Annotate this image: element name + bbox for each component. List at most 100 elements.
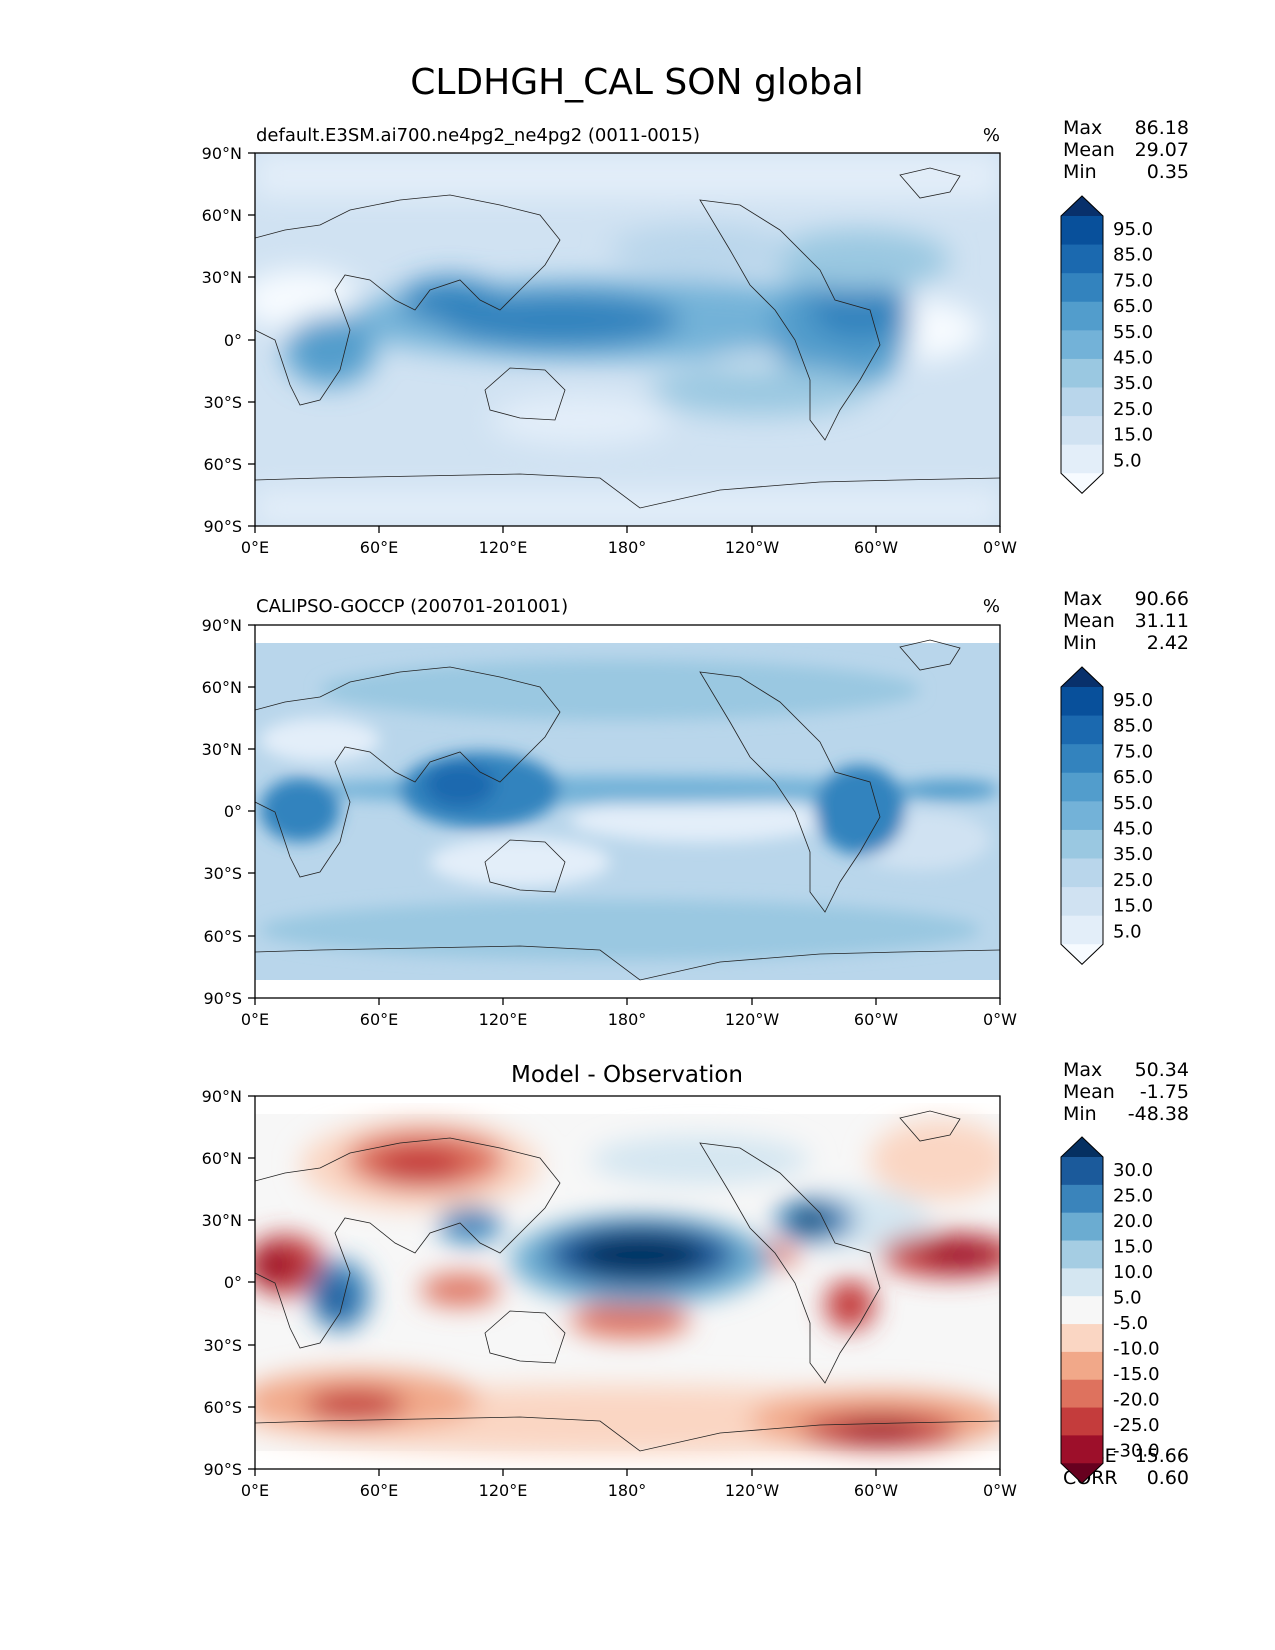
colorbar-model: 95.0 85.0 75.0 65.0 55.0 45.0 35.0 25.0 15.0 5.0 bbox=[1060, 195, 1153, 494]
colorbar-tick-label: 30.0 bbox=[1113, 1160, 1153, 1181]
colorbar-extend-max bbox=[1061, 667, 1103, 687]
ytick-label: 90°S bbox=[203, 1460, 242, 1479]
colorbar-outline bbox=[1060, 195, 1104, 494]
panel-model: default.E3SM.ai700.ne4pg2_ne4pg2 (0011-0… bbox=[202, 117, 1189, 557]
xtick-label: 0°W bbox=[983, 1010, 1017, 1029]
colorbar-tick-label: 35.0 bbox=[1113, 373, 1153, 394]
ytick-label: 60°S bbox=[203, 455, 242, 474]
xtick-label: 60°E bbox=[360, 1481, 398, 1500]
colorbar-tick-label: 5.0 bbox=[1113, 1287, 1142, 1308]
panel-obs-subtitle: CALIPSO-GOCCP (200701-201001) bbox=[256, 596, 568, 617]
stat-value: 29.07 bbox=[1135, 139, 1189, 161]
stat-label: Max bbox=[1063, 1059, 1102, 1081]
axis-ticks-obs bbox=[248, 624, 1001, 1005]
colorbar-tick-label: -10.0 bbox=[1113, 1338, 1160, 1359]
colorbar-segment bbox=[1061, 1379, 1103, 1409]
colorbar-extend-max bbox=[1061, 196, 1103, 216]
ytick-label: 90°S bbox=[203, 989, 242, 1008]
colorbar-extend-min bbox=[1061, 944, 1103, 965]
ytick-label: 0° bbox=[224, 1273, 242, 1292]
colorbar-diff: 30.0 25.0 20.0 15.0 10.0 5.0 -5.0 -10.0 -15.0 -20… bbox=[1060, 1136, 1160, 1484]
colorbar-outline bbox=[1060, 666, 1104, 965]
ytick-label: 90°N bbox=[202, 1087, 242, 1106]
colorbar-tick-label: 15.0 bbox=[1113, 896, 1153, 917]
xtick-label: 0°E bbox=[241, 538, 269, 557]
colorbar-extend-min bbox=[1061, 1463, 1103, 1484]
colorbar-segment bbox=[1061, 829, 1103, 859]
colorbar-tick-label: 5.0 bbox=[1113, 921, 1142, 942]
ytick-label: 0° bbox=[224, 331, 242, 350]
colorbar-segment bbox=[1061, 687, 1103, 717]
stat-value: 86.18 bbox=[1135, 117, 1189, 139]
colorbar-segment bbox=[1061, 1435, 1103, 1464]
stat-value: 2.42 bbox=[1147, 632, 1189, 654]
map-field-obs bbox=[255, 625, 1000, 998]
stat-value: 31.11 bbox=[1135, 610, 1189, 632]
stat-value: 90.66 bbox=[1135, 588, 1189, 610]
xtick-label: 60°W bbox=[854, 1010, 898, 1029]
colorbar-tick-label: 95.0 bbox=[1113, 219, 1153, 240]
stat-value: -1.75 bbox=[1140, 1081, 1189, 1103]
axis-ticks-model bbox=[248, 152, 1001, 533]
stat-label: Max bbox=[1063, 588, 1102, 610]
colorbar-tick-label: -15.0 bbox=[1113, 1364, 1160, 1385]
xtick-label: 0°W bbox=[983, 538, 1017, 557]
xtick-label: 180° bbox=[608, 1481, 647, 1500]
colorbar-tick-label: 85.0 bbox=[1113, 245, 1153, 266]
colorbar-tick-label: 5.0 bbox=[1113, 450, 1142, 471]
colorbar-segment bbox=[1061, 1324, 1103, 1353]
colorbar-tick-label: 55.0 bbox=[1113, 793, 1153, 814]
ytick-label: 30°N bbox=[202, 740, 242, 759]
colorbar-outline bbox=[1060, 1136, 1104, 1484]
xtick-label: 60°W bbox=[854, 1481, 898, 1500]
colorbar-tick-label: 15.0 bbox=[1113, 425, 1153, 446]
ytick-label: 0° bbox=[224, 802, 242, 821]
stats-model: Max 86.18 Mean 29.07 Min 0.35 bbox=[1063, 117, 1189, 183]
axis-ticks-diff bbox=[248, 1095, 1001, 1476]
ytick-label: 30°S bbox=[203, 1336, 242, 1355]
ytick-label: 90°S bbox=[203, 517, 242, 536]
ytick-label: 30°N bbox=[202, 1211, 242, 1230]
xtick-label: 120°W bbox=[725, 1481, 780, 1500]
colorbar-segment bbox=[1061, 887, 1103, 917]
colorbar-tick-label: 35.0 bbox=[1113, 844, 1153, 865]
panel-diff: Model - Observation bbox=[202, 1059, 1189, 1500]
colorbar-tick-label: 45.0 bbox=[1113, 347, 1153, 368]
colorbar-tick-label: 95.0 bbox=[1113, 690, 1153, 711]
colorbar-tick-label: 55.0 bbox=[1113, 322, 1153, 343]
stat-value: -48.38 bbox=[1128, 1103, 1189, 1125]
figure-title: CLDHGH_CAL SON global bbox=[410, 62, 864, 103]
colorbar-tick-label: 20.0 bbox=[1113, 1211, 1153, 1232]
colorbar-tick-label: 75.0 bbox=[1113, 270, 1153, 291]
xtick-label: 60°E bbox=[360, 1010, 398, 1029]
rmse-value: 15.66 bbox=[1135, 1445, 1189, 1467]
ytick-label: 60°N bbox=[202, 1149, 242, 1168]
xtick-label: 0°W bbox=[983, 1481, 1017, 1500]
colorbar-extend-min bbox=[1061, 473, 1103, 494]
colorbar-tick-label: 65.0 bbox=[1113, 767, 1153, 788]
stat-label: Min bbox=[1063, 1103, 1097, 1125]
colorbar-tick-label: -30.0 bbox=[1113, 1440, 1160, 1461]
stats-obs: Max 90.66 Mean 31.11 Min 2.42 bbox=[1063, 588, 1189, 654]
ytick-label: 60°N bbox=[202, 678, 242, 697]
colorbar-segment bbox=[1061, 1157, 1103, 1186]
colorbar-segment bbox=[1061, 273, 1103, 303]
stat-label: Mean bbox=[1063, 610, 1115, 632]
stat-label: Min bbox=[1063, 632, 1097, 654]
colorbar-segment bbox=[1061, 715, 1103, 745]
colorbar-tick-label: 10.0 bbox=[1113, 1262, 1153, 1283]
colorbar-segment bbox=[1061, 915, 1103, 945]
xtick-label: 120°E bbox=[479, 1010, 528, 1029]
colorbar-segment bbox=[1061, 772, 1103, 802]
colorbar-tick-label: 25.0 bbox=[1113, 399, 1153, 420]
colorbar-tick-label: 25.0 bbox=[1113, 870, 1153, 891]
colorbar-segment bbox=[1061, 744, 1103, 774]
colorbar-segment bbox=[1061, 1296, 1103, 1325]
colorbar-segment bbox=[1061, 801, 1103, 831]
colorbar-tick-label: 75.0 bbox=[1113, 741, 1153, 762]
stats-diff: Max 50.34 Mean -1.75 Min -48.38 RMSE 15.… bbox=[1063, 1059, 1189, 1489]
colorbar-obs: 95.0 85.0 75.0 65.0 55.0 45.0 35.0 25.0 15.0 5.0 bbox=[1060, 666, 1153, 965]
colorbar-tick-label: 85.0 bbox=[1113, 716, 1153, 737]
ytick-label: 60°S bbox=[203, 1398, 242, 1417]
ytick-label: 60°N bbox=[202, 206, 242, 225]
